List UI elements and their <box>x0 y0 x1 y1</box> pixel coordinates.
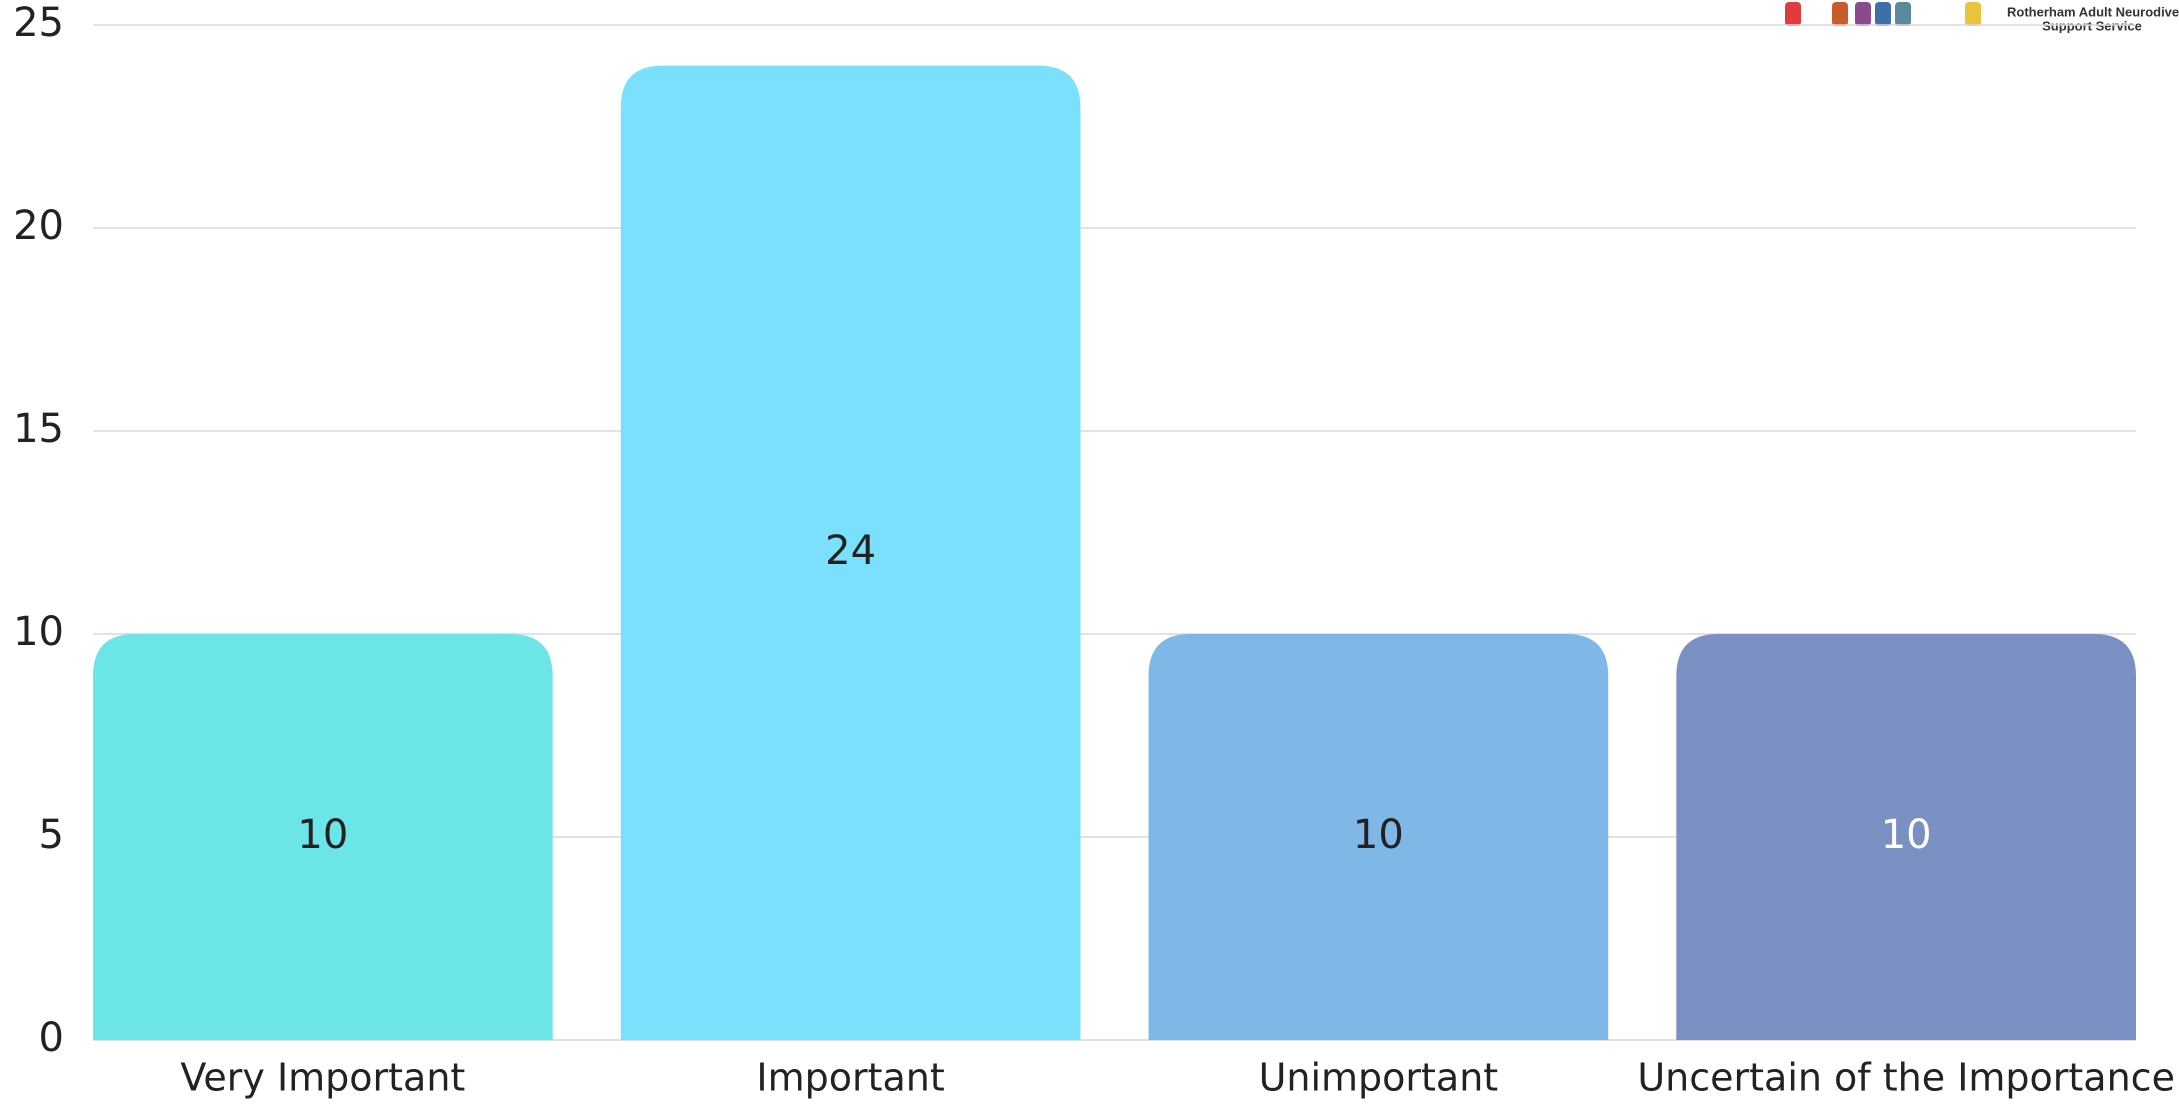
value-label: 24 <box>825 528 876 574</box>
logo-icon <box>1855 2 1871 26</box>
y-tick-label: 15 <box>13 406 64 452</box>
y-tick-label: 5 <box>39 812 64 858</box>
bar <box>620 65 1081 1041</box>
logo-text: Support Service <box>2042 18 2142 33</box>
value-label: 10 <box>297 812 348 858</box>
x-tick-label: Very Important <box>180 1056 465 1100</box>
value-label: 10 <box>1881 812 1932 858</box>
y-tick-label: 0 <box>39 1015 64 1061</box>
bar <box>93 634 553 1040</box>
logo-icon <box>1965 2 1981 26</box>
logo-icon <box>1895 2 1911 26</box>
x-tick-label: Important <box>756 1056 944 1100</box>
bar <box>1676 634 2136 1040</box>
y-tick-label: 20 <box>13 203 64 249</box>
logo-icon <box>1875 2 1891 26</box>
bar <box>1148 634 1609 1040</box>
x-tick-label: Unimportant <box>1259 1056 1499 1100</box>
logo-icon <box>1785 2 1801 26</box>
y-tick-label: 10 <box>13 609 64 655</box>
value-label: 10 <box>1353 812 1404 858</box>
logo-text: Rotherham Adult Neurodiver <box>2007 4 2179 19</box>
y-tick-label: 25 <box>13 0 64 46</box>
logo-icon <box>1832 2 1848 26</box>
x-tick-label: Uncertain of the Importance <box>1637 1056 2175 1100</box>
